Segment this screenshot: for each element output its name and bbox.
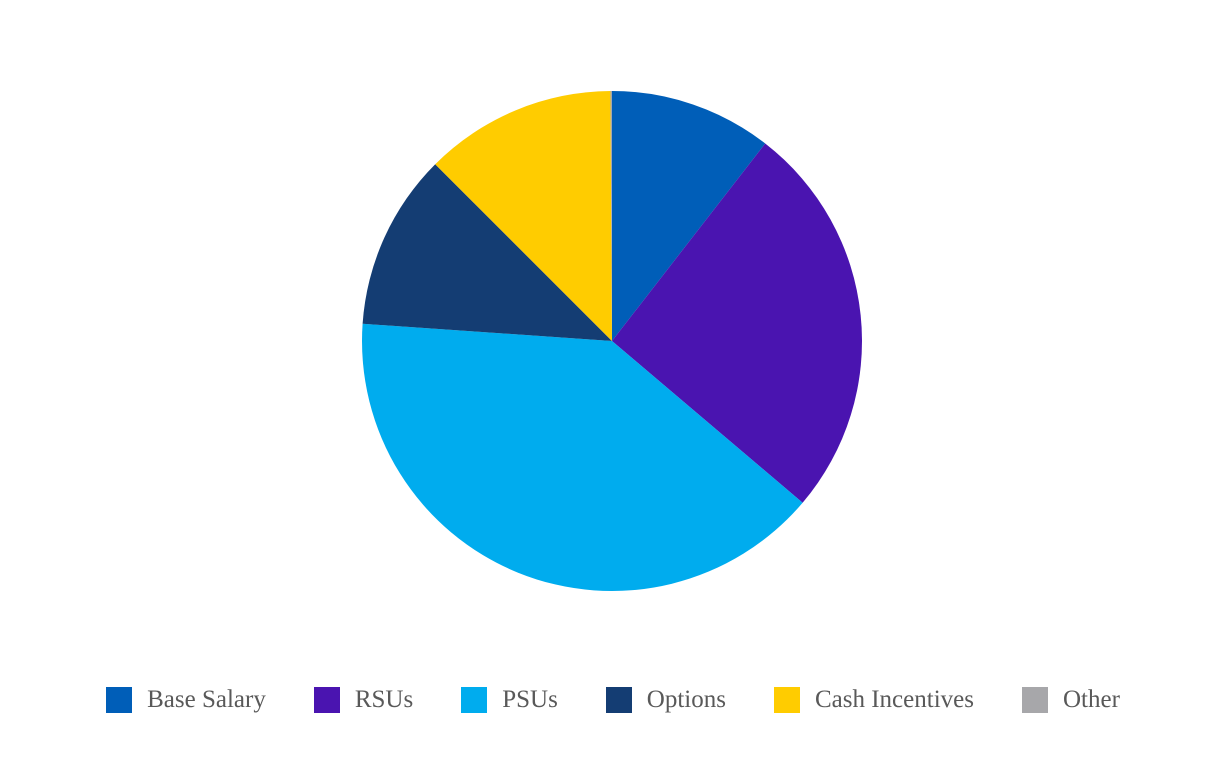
pie-slice: [362, 323, 803, 592]
legend-item: Options: [605, 686, 726, 714]
legend-swatch: [773, 687, 800, 713]
legend-label: RSUs: [354, 686, 414, 713]
legend-label: PSUs: [502, 686, 558, 713]
legend-label: Cash Incentives: [814, 686, 974, 713]
legend: Base Salary RSUs PSUs Options Cash Incentive…: [0, 686, 1226, 714]
legend-item: RSUs: [313, 686, 414, 714]
pie-slice: [610, 91, 612, 341]
legend-item: Cash Incentives: [773, 686, 974, 714]
legend-item: PSUs: [461, 686, 558, 714]
pie-slice: [612, 91, 766, 341]
legend-swatch: [313, 687, 340, 713]
pie-area: [362, 91, 863, 592]
legend-swatch: [1021, 687, 1048, 713]
legend-swatch: [605, 687, 632, 713]
pie-slice: [435, 91, 612, 341]
legend-swatch: [106, 687, 133, 713]
pie-slice: [362, 164, 612, 341]
legend-item: Base Salary: [106, 686, 266, 714]
legend-label: Other: [1062, 686, 1120, 713]
legend-label: Options: [646, 686, 726, 713]
pie-slice: [612, 143, 863, 503]
legend-item: Other: [1021, 686, 1120, 714]
legend-label: Base Salary: [147, 686, 266, 713]
legend-swatch: [461, 687, 488, 713]
